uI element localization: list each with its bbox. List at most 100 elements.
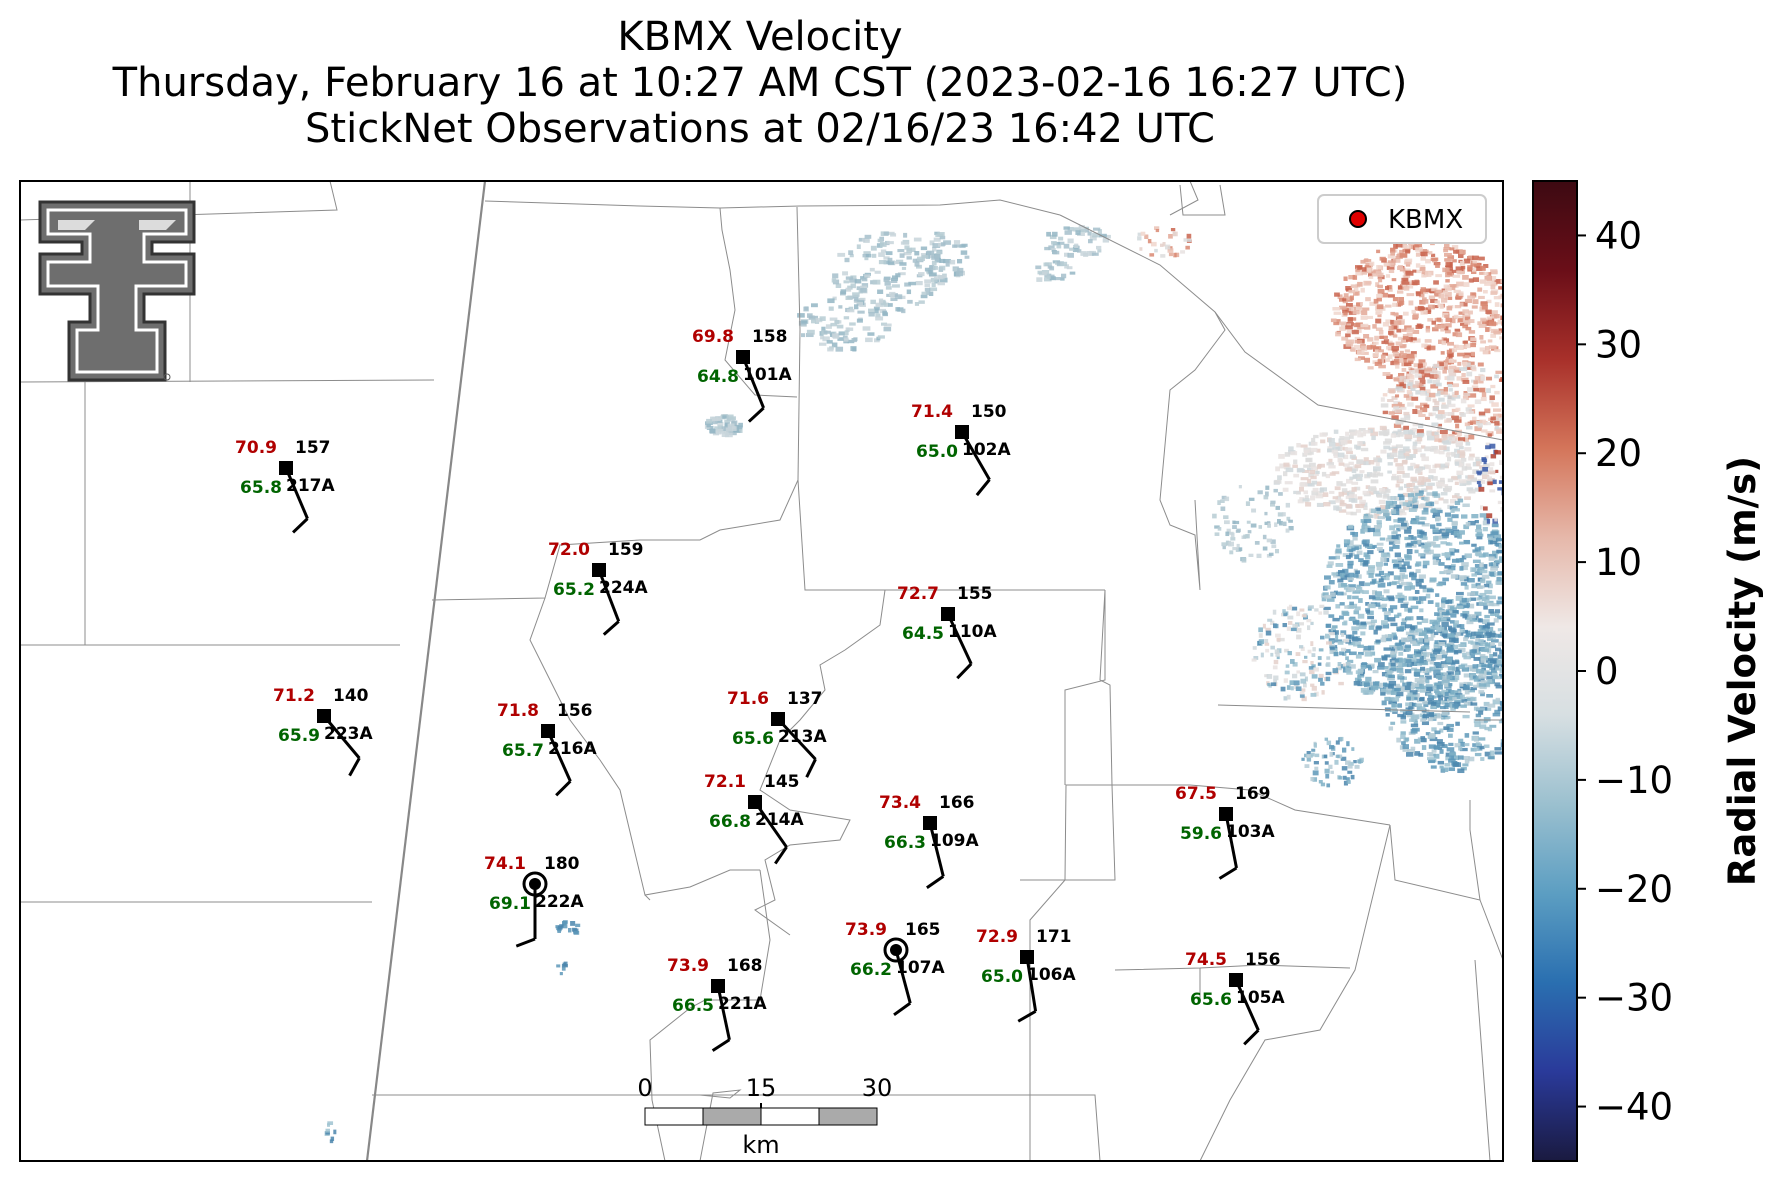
wind-barb — [322, 715, 361, 760]
station-214A: 72.1 145 66.8 214A — [704, 772, 804, 865]
scale-unit: km — [742, 1131, 779, 1159]
station-id: 107A — [896, 958, 945, 978]
station-wind-direction: 159 — [608, 540, 644, 560]
station-temperature: 72.1 — [704, 772, 746, 792]
station-dewpoint: 65.8 — [240, 478, 282, 498]
station-marker — [317, 709, 331, 723]
station-107A: 73.9 165 66.2 107A — [845, 920, 945, 1017]
station-id: 224A — [599, 578, 648, 598]
station-id: 216A — [548, 739, 597, 759]
station-id: 222A — [535, 892, 584, 912]
colorbar-tick-label: −30 — [1595, 977, 1673, 1020]
station-222A: 74.1 180 69.1 222A — [484, 854, 584, 948]
station-id: 221A — [718, 994, 767, 1014]
wind-barb — [716, 985, 731, 1041]
station-marker — [1229, 973, 1243, 987]
wind-barb-flag — [747, 406, 765, 423]
map-title: KBMX Velocity Thursday, February 16 at 1… — [0, 14, 1520, 152]
station-marker — [592, 563, 606, 577]
station-marker — [923, 816, 937, 830]
station-marker — [711, 979, 725, 993]
station-wind-direction: 171 — [1036, 927, 1072, 947]
wind-barb — [960, 431, 991, 481]
wind-barb-flag — [926, 875, 945, 890]
station-marker — [1020, 950, 1034, 964]
colorbar-tick-label: −20 — [1595, 868, 1673, 911]
station-221A: 73.9 168 66.5 221A — [667, 956, 767, 1052]
wind-barb — [753, 801, 788, 848]
station-temperature: 71.2 — [273, 686, 315, 706]
wind-barb-flag — [956, 662, 973, 680]
station-marker — [941, 607, 955, 621]
station-dewpoint: 65.7 — [502, 741, 544, 761]
wind-barb-flag — [975, 478, 991, 497]
legend: KBMX — [1317, 194, 1487, 244]
wind-barb-flag — [893, 1001, 912, 1017]
station-temperature: 74.5 — [1185, 950, 1227, 970]
colorbar-tick-label: 20 — [1595, 432, 1642, 475]
wind-barb-flag — [774, 846, 788, 865]
station-id: 105A — [1236, 988, 1285, 1008]
wind-barb-flag — [711, 1038, 731, 1052]
wind-barb — [546, 730, 572, 782]
wind-barb — [597, 569, 621, 622]
colorbar-label: Radial Velocity (m/s) — [1721, 456, 1764, 886]
county-boundaries — [20, 181, 1503, 1161]
station-temperature: 70.9 — [235, 438, 277, 458]
title-line-time: Thursday, February 16 at 10:27 AM CST (2… — [112, 60, 1408, 106]
station-temperature: 72.7 — [897, 584, 939, 604]
colorbar: 40 30 20 10 0 −10 −20 −30 −40 Radial Velocity (m… — [1532, 180, 1764, 1162]
station-id: 217A — [286, 476, 335, 496]
wind-barb — [894, 949, 912, 1004]
station-id: 103A — [1226, 822, 1275, 842]
station-wind-direction: 166 — [939, 793, 975, 813]
station-wind-direction: 157 — [295, 438, 331, 458]
station-id: 213A — [778, 727, 827, 747]
station-dewpoint: 65.9 — [278, 726, 320, 746]
station-dewpoint: 64.8 — [697, 367, 739, 387]
wind-barb-flag — [555, 780, 572, 797]
station-dewpoint: 65.6 — [732, 729, 774, 749]
colorbar-tick-label: −10 — [1595, 759, 1673, 802]
station-temperature: 67.5 — [1175, 784, 1217, 804]
station-dewpoint: 69.1 — [489, 894, 531, 914]
station-id: 102A — [962, 440, 1011, 460]
station-temperature: 72.9 — [976, 927, 1018, 947]
wind-barb-flag — [348, 757, 361, 777]
colorbar-tick-label: 10 — [1595, 541, 1642, 584]
title-line-radar: KBMX Velocity — [617, 14, 903, 60]
wind-barb-flag — [805, 758, 817, 778]
station-106A: 72.9 171 65.0 106A — [976, 927, 1076, 1023]
station-dewpoint: 66.2 — [850, 960, 892, 980]
texas-tech-double-t-logo — [38, 200, 196, 382]
colorbar-ramp — [1532, 180, 1578, 1162]
station-id: 101A — [743, 365, 792, 385]
station-dewpoint: 66.8 — [709, 812, 751, 832]
station-id: 214A — [755, 810, 804, 830]
station-id: 223A — [324, 724, 373, 744]
station-dewpoint: 66.3 — [884, 833, 926, 853]
station-wind-direction: 156 — [1245, 950, 1281, 970]
scale-tick-30: 30 — [862, 1074, 893, 1102]
wind-barb-flag — [515, 937, 536, 948]
title-line-obs: StickNet Observations at 02/16/23 16:42 … — [305, 106, 1215, 152]
station-wind-direction: 168 — [727, 956, 763, 976]
station-dewpoint: 65.0 — [981, 967, 1023, 987]
scale-bar: 0 15 30 km — [637, 1074, 892, 1159]
station-wind-direction: 165 — [905, 920, 941, 940]
colorbar-tick-label: 0 — [1595, 650, 1619, 693]
station-wind-direction: 180 — [544, 854, 580, 874]
station-109A: 73.4 166 66.3 109A — [879, 793, 979, 890]
wind-barb-flag — [602, 620, 620, 636]
station-213A: 71.6 137 65.6 213A — [727, 689, 827, 778]
wind-barb-flag — [1218, 866, 1238, 880]
station-wind-direction: 155 — [957, 584, 993, 604]
station-wind-direction: 156 — [557, 701, 593, 721]
wind-barb — [946, 613, 973, 665]
wind-barb — [741, 356, 765, 409]
station-marker — [541, 724, 555, 738]
legend-marker — [1349, 210, 1367, 228]
station-calm-marker — [522, 871, 548, 897]
station-dewpoint: 66.5 — [672, 996, 714, 1016]
